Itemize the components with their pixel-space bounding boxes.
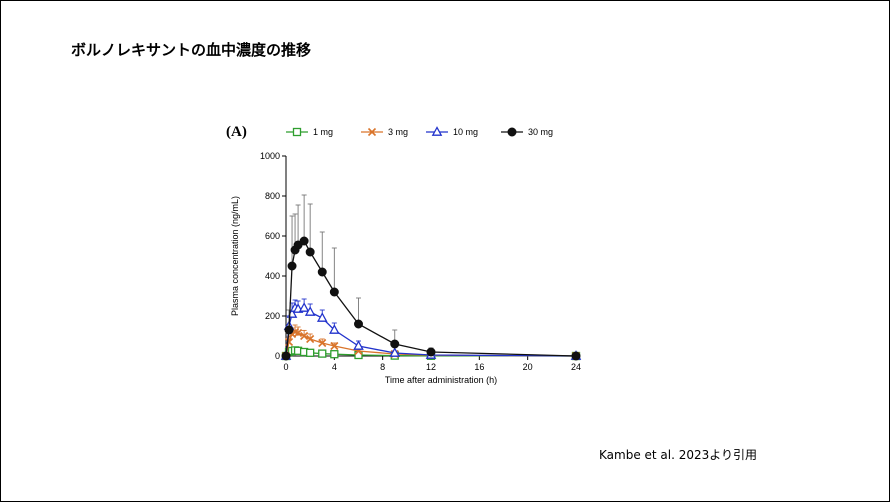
data-point bbox=[390, 339, 400, 349]
concentration-chart: (A) 1 mg 3 mg 10 mg 30 mg 02004006008001000… bbox=[226, 124, 582, 385]
data-point bbox=[317, 267, 327, 277]
data-point bbox=[316, 312, 328, 322]
error-bar bbox=[301, 194, 307, 241]
x-stroke bbox=[367, 127, 377, 137]
data-point bbox=[305, 247, 315, 257]
series-30-mg bbox=[281, 194, 581, 361]
legend-label: 1 mg bbox=[313, 127, 333, 137]
x-stroke bbox=[306, 334, 315, 344]
y-tick-label: 800 bbox=[265, 191, 280, 201]
series-line bbox=[285, 240, 577, 357]
data-point bbox=[284, 325, 294, 335]
y-tick-label: 200 bbox=[265, 311, 280, 321]
x-tick-label: 20 bbox=[523, 362, 533, 372]
legend-marker bbox=[431, 126, 443, 136]
y-axis-label: Plasma concentration (ng/mL) bbox=[230, 196, 240, 316]
y-axis: 0 200 400 600 800 1000 bbox=[260, 151, 287, 361]
legend-marker bbox=[507, 127, 517, 137]
x-stroke bbox=[294, 328, 303, 338]
plot-area bbox=[280, 194, 582, 361]
data-point bbox=[318, 349, 327, 358]
x-tick-label: 8 bbox=[380, 362, 385, 372]
data-point bbox=[318, 338, 327, 348]
legend-marker bbox=[367, 127, 377, 137]
data-point bbox=[306, 348, 315, 357]
y-tick-label: 400 bbox=[265, 271, 280, 281]
x-tick-label: 12 bbox=[426, 362, 436, 372]
data-point bbox=[353, 340, 364, 350]
legend-item: 3 mg bbox=[361, 127, 408, 137]
data-point bbox=[299, 236, 309, 246]
x-tick-label: 24 bbox=[571, 362, 581, 372]
data-point bbox=[281, 351, 291, 361]
legend-item: 30 mg bbox=[501, 127, 553, 137]
x-tick-label: 4 bbox=[332, 362, 337, 372]
legend-label: 10 mg bbox=[453, 127, 478, 137]
data-point bbox=[389, 347, 401, 357]
x-stroke bbox=[318, 338, 327, 348]
error-bar bbox=[331, 247, 337, 292]
data-point bbox=[300, 331, 309, 341]
citation-text: Kambe et al. 2023より引用 bbox=[599, 448, 758, 462]
legend-marker bbox=[292, 127, 302, 137]
error-bar bbox=[319, 231, 325, 272]
legend-label: 3 mg bbox=[388, 127, 408, 137]
panel-label: (A) bbox=[226, 124, 247, 140]
data-point bbox=[426, 347, 436, 357]
legend-label: 30 mg bbox=[528, 127, 553, 137]
slide-title: ボルノレキサントの血中濃度の推移 bbox=[71, 41, 312, 59]
data-point bbox=[571, 351, 581, 361]
error-bar bbox=[289, 215, 295, 266]
y-tick-label: 1000 bbox=[260, 151, 280, 161]
data-point bbox=[329, 287, 339, 297]
chart-legend: 1 mg 3 mg 10 mg 30 mg bbox=[286, 126, 553, 137]
y-tick-label: 0 bbox=[275, 351, 280, 361]
data-point bbox=[306, 334, 315, 344]
data-point bbox=[354, 319, 363, 329]
y-tick-label: 600 bbox=[265, 231, 280, 241]
data-point bbox=[330, 350, 339, 359]
x-stroke bbox=[290, 327, 300, 337]
data-point bbox=[294, 328, 303, 338]
error-bar bbox=[307, 203, 313, 252]
data-point bbox=[329, 324, 340, 334]
x-stroke bbox=[330, 341, 339, 351]
legend-item: 1 mg bbox=[286, 127, 333, 137]
x-stroke bbox=[300, 331, 309, 341]
data-point bbox=[287, 261, 297, 271]
x-tick-label: 16 bbox=[474, 362, 484, 372]
x-tick-label: 0 bbox=[283, 362, 288, 372]
data-point bbox=[330, 341, 339, 351]
data-point bbox=[304, 306, 316, 316]
data-point bbox=[298, 302, 310, 312]
legend-item: 10 mg bbox=[426, 126, 478, 137]
x-axis-label: Time after administration (h) bbox=[385, 375, 497, 385]
error-bar bbox=[295, 204, 301, 245]
